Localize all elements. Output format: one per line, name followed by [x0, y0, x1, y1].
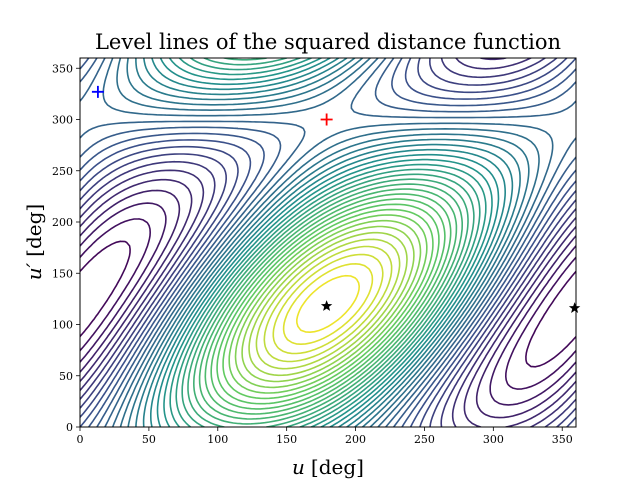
y-axis-unit: [deg] — [22, 204, 46, 257]
contour-level-line — [241, 225, 415, 383]
contour-level-line — [234, 219, 422, 389]
x-tick-label: 150 — [276, 433, 297, 446]
contour-level-line — [187, 58, 469, 427]
contour-level-line — [282, 263, 374, 345]
y-tick-label: 250 — [52, 165, 73, 178]
contour-level-line — [80, 240, 576, 368]
contour-level-line — [175, 58, 481, 427]
contour-level-line — [80, 58, 576, 427]
contour-level-line — [156, 58, 500, 427]
contour-level-line — [296, 274, 360, 333]
point-marker-saddle — [320, 300, 333, 311]
y-axis-symbol: u′ — [22, 262, 46, 280]
contour-level-line — [80, 218, 576, 390]
contour-lines — [80, 58, 576, 427]
x-tick-label: 50 — [142, 433, 156, 446]
contour-level-line — [80, 58, 576, 427]
x-tick-label: 100 — [207, 433, 228, 446]
x-axis-unit: [deg] — [311, 455, 364, 479]
contour-level-line — [80, 58, 576, 427]
x-tick-label: 350 — [552, 433, 573, 446]
contour-level-line — [193, 183, 463, 425]
contour-level-line — [135, 58, 521, 427]
x-tick-label: 0 — [77, 433, 84, 446]
x-axis-symbol: u — [292, 455, 305, 479]
point-marker-maximum — [320, 113, 333, 126]
x-axis-label: u [deg] — [292, 455, 364, 479]
contour-level-line — [80, 58, 576, 427]
contour-level-line — [222, 208, 434, 400]
point-marker-start — [91, 85, 104, 98]
contour-level-line — [102, 58, 554, 427]
contour-level-line — [150, 58, 506, 427]
contour-level-line — [198, 188, 458, 420]
contour-level-line — [163, 58, 493, 427]
contour-level-line — [216, 203, 440, 405]
contour-level-line — [80, 58, 576, 427]
contour-level-line — [181, 58, 475, 427]
contour-level-line — [204, 193, 452, 415]
y-tick-label: 50 — [59, 370, 73, 383]
chart-title: Level lines of the squared distance func… — [95, 30, 561, 54]
y-tick-label: 300 — [52, 114, 73, 127]
contour-level-line — [80, 58, 576, 427]
y-axis-label: u′ [deg] — [22, 204, 46, 280]
x-tick-label: 300 — [483, 433, 504, 446]
contour-level-line — [126, 58, 530, 427]
y-axis-ticks: 0 50 100 150 200 250 300 350 — [52, 62, 80, 434]
contour-level-line — [272, 253, 384, 355]
contour-level-line — [210, 198, 446, 410]
y-tick-label: 100 — [52, 319, 73, 332]
contour-level-line — [80, 189, 576, 419]
contour-level-line — [169, 58, 487, 427]
contour-level-line — [263, 245, 393, 363]
x-axis-ticks: 0 50 100 150 200 250 300 350 — [77, 427, 573, 446]
contour-level-line — [142, 58, 514, 427]
contour-level-line — [80, 202, 576, 406]
y-tick-label: 0 — [66, 421, 73, 434]
y-tick-label: 350 — [52, 62, 73, 75]
contour-level-line — [255, 238, 401, 370]
x-tick-label: 200 — [345, 433, 366, 446]
contour-level-line — [228, 214, 428, 394]
contour-level-line — [80, 58, 576, 427]
point-markers — [91, 85, 581, 313]
contour-level-line — [80, 58, 576, 427]
plot-frame — [79, 57, 577, 428]
point-marker-saddle — [568, 302, 581, 313]
y-tick-label: 150 — [52, 267, 73, 280]
contour-level-line — [248, 231, 408, 377]
y-tick-label: 200 — [52, 216, 73, 229]
x-tick-label: 250 — [414, 433, 435, 446]
